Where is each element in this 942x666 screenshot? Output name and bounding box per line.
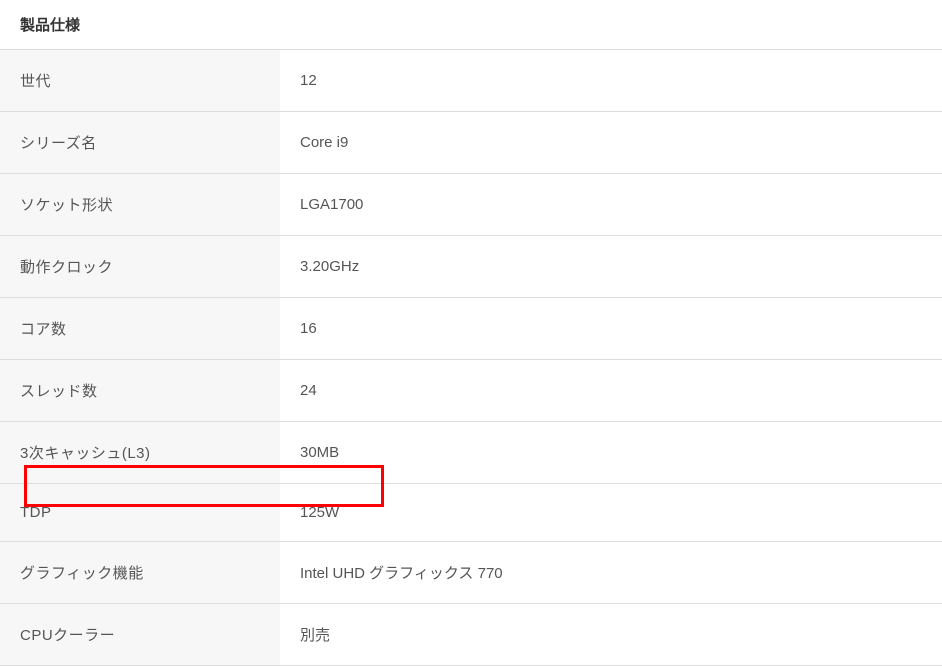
spec-label-tdp: TDP xyxy=(0,484,280,542)
spec-label-cores: コア数 xyxy=(0,298,280,360)
spec-value-cooler: 別売 xyxy=(280,604,942,666)
table-row: 世代 12 xyxy=(0,50,942,112)
spec-label-socket: ソケット形状 xyxy=(0,174,280,236)
table-row: コア数 16 xyxy=(0,298,942,360)
spec-value-l3cache: 30MB xyxy=(280,422,942,484)
spec-value-cores: 16 xyxy=(280,298,942,360)
spec-label-cooler: CPUクーラー xyxy=(0,604,280,666)
table-title: 製品仕様 xyxy=(0,0,942,50)
table-row: シリーズ名 Core i9 xyxy=(0,112,942,174)
spec-label-generation: 世代 xyxy=(0,50,280,112)
table-row: グラフィック機能 Intel UHD グラフィックス 770 xyxy=(0,542,942,604)
table-row: TDP 125W xyxy=(0,484,942,542)
table-header-row: 製品仕様 xyxy=(0,0,942,50)
table-row: スレッド数 24 xyxy=(0,360,942,422)
spec-value-graphics: Intel UHD グラフィックス 770 xyxy=(280,542,942,604)
table-row: 動作クロック 3.20GHz xyxy=(0,236,942,298)
spec-label-l3cache: 3次キャッシュ(L3) xyxy=(0,422,280,484)
spec-value-threads: 24 xyxy=(280,360,942,422)
spec-table: 製品仕様 世代 12 シリーズ名 Core i9 ソケット形状 LGA1700 … xyxy=(0,0,942,666)
table-row: ソケット形状 LGA1700 xyxy=(0,174,942,236)
spec-value-tdp: 125W xyxy=(280,484,942,542)
spec-value-clock: 3.20GHz xyxy=(280,236,942,298)
spec-value-socket: LGA1700 xyxy=(280,174,942,236)
spec-label-graphics: グラフィック機能 xyxy=(0,542,280,604)
spec-value-generation: 12 xyxy=(280,50,942,112)
spec-label-clock: 動作クロック xyxy=(0,236,280,298)
table-row: 3次キャッシュ(L3) 30MB xyxy=(0,422,942,484)
spec-label-threads: スレッド数 xyxy=(0,360,280,422)
spec-label-series: シリーズ名 xyxy=(0,112,280,174)
table-row: CPUクーラー 別売 xyxy=(0,604,942,666)
spec-container: 製品仕様 世代 12 シリーズ名 Core i9 ソケット形状 LGA1700 … xyxy=(0,0,942,666)
spec-value-series: Core i9 xyxy=(280,112,942,174)
